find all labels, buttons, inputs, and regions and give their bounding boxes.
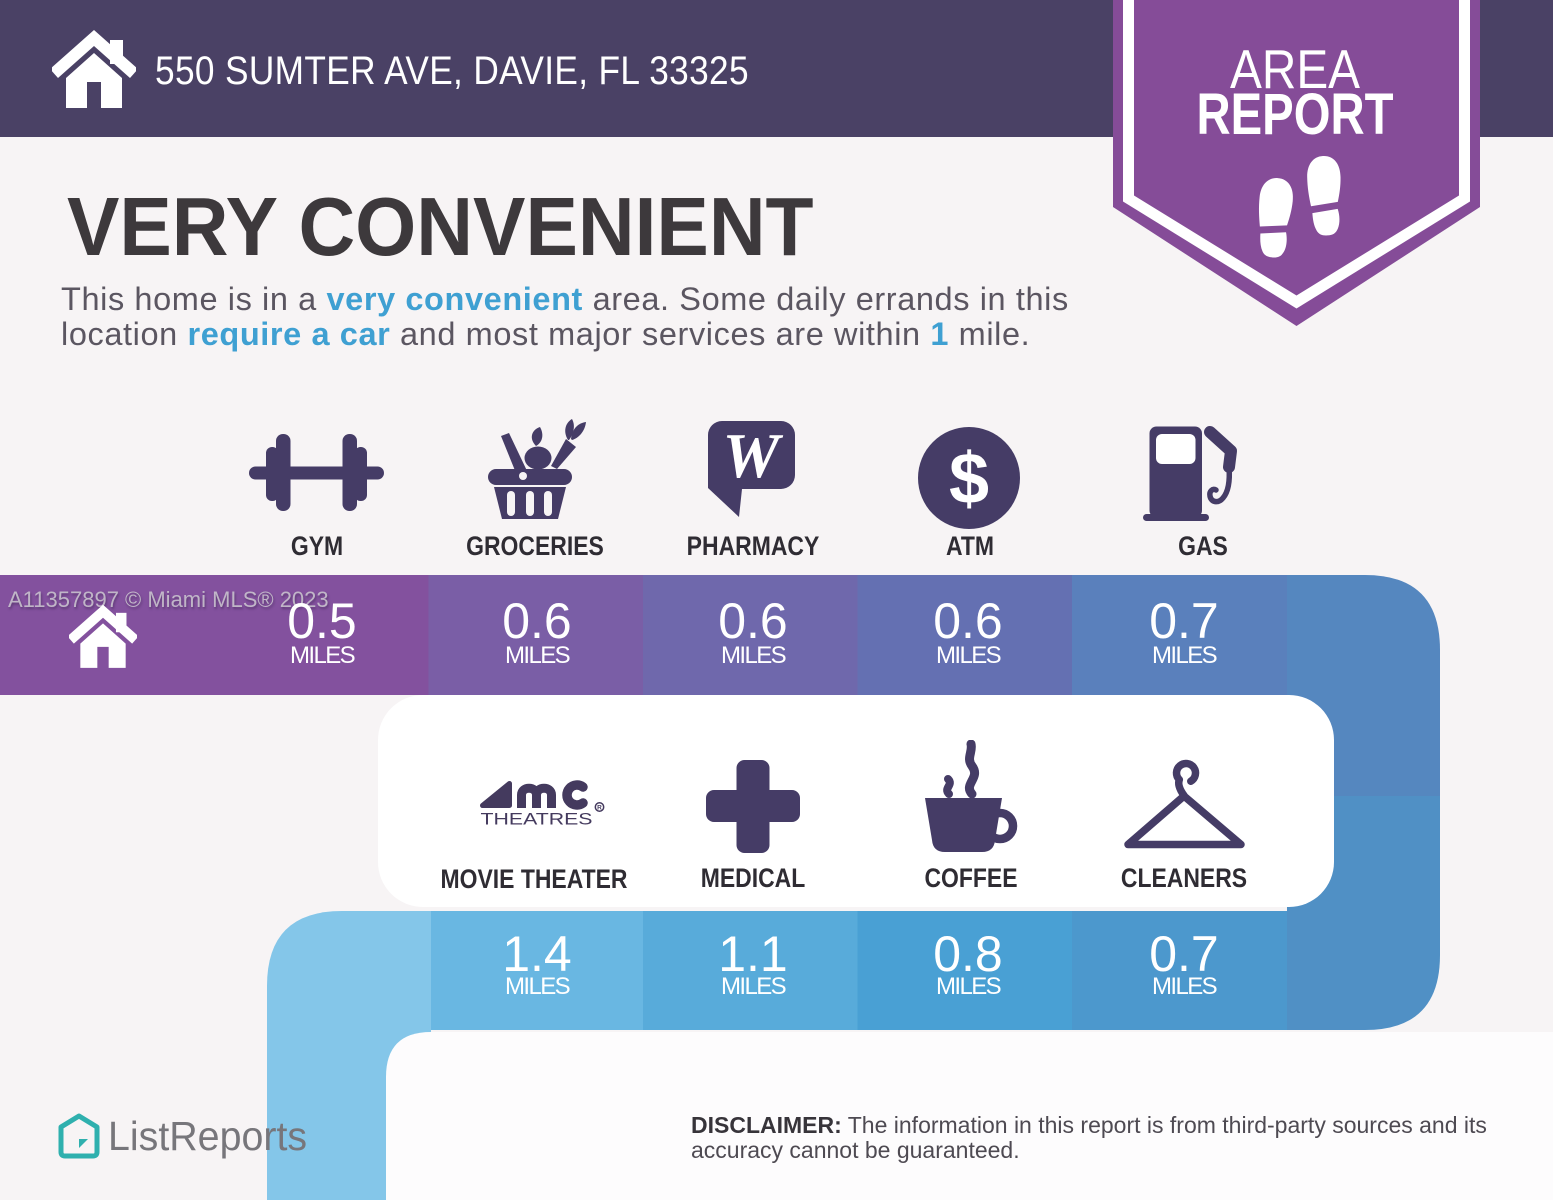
svg-text:AREA: AREA (1230, 38, 1360, 100)
svg-text:$: $ (949, 439, 989, 519)
svg-text:REPORT: REPORT (1197, 82, 1394, 147)
svg-text:R: R (597, 805, 602, 812)
svg-text:THEATRES: THEATRES (481, 810, 593, 829)
svg-text:W: W (723, 421, 784, 491)
